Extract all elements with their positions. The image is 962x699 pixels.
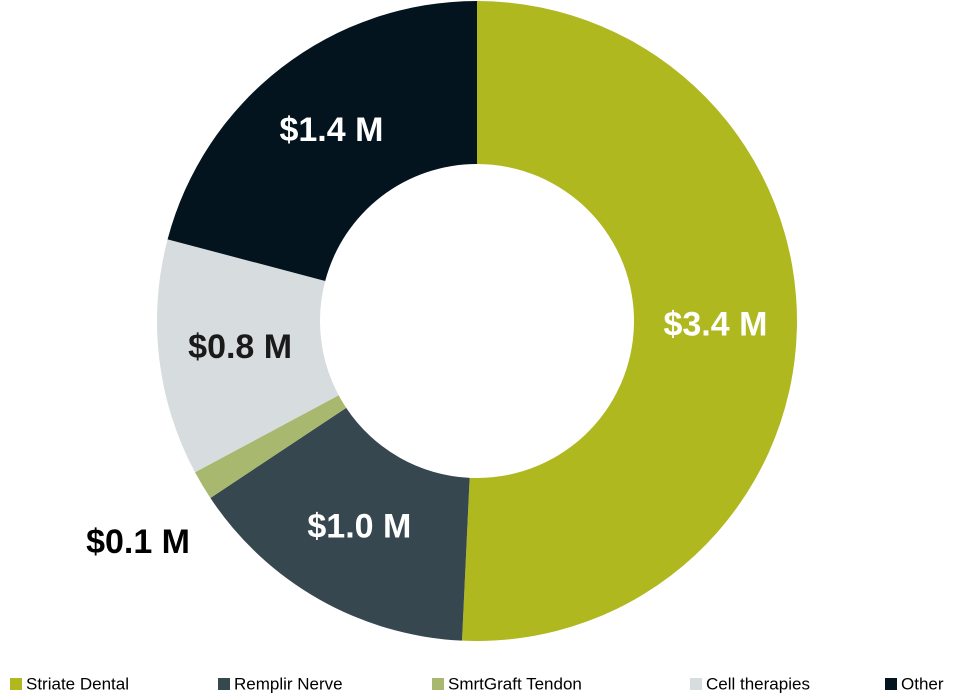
donut-slice xyxy=(157,239,339,473)
legend-label: Other xyxy=(901,674,944,693)
legend-label: Remplir Nerve xyxy=(234,674,343,693)
data-label: $1.4 M xyxy=(279,111,383,149)
legend-label: SmrtGraft Tendon xyxy=(448,674,582,693)
legend-swatch xyxy=(690,678,702,690)
donut-slice xyxy=(210,407,470,641)
legend-swatch xyxy=(10,678,22,690)
legend-label: Striate Dental xyxy=(26,674,129,693)
data-label: $0.8 M xyxy=(188,328,292,366)
donut-slice xyxy=(195,395,347,499)
legend-swatch xyxy=(218,678,230,690)
legend-swatch xyxy=(432,678,444,690)
data-label: $0.1 M xyxy=(86,523,190,561)
data-label: $3.4 M xyxy=(663,306,767,344)
data-label: $1.0 M xyxy=(307,507,411,545)
donut-slice xyxy=(462,1,797,641)
donut-slice xyxy=(167,0,478,281)
legend-label: Cell therapies xyxy=(706,674,810,693)
legend-swatch xyxy=(885,678,897,690)
